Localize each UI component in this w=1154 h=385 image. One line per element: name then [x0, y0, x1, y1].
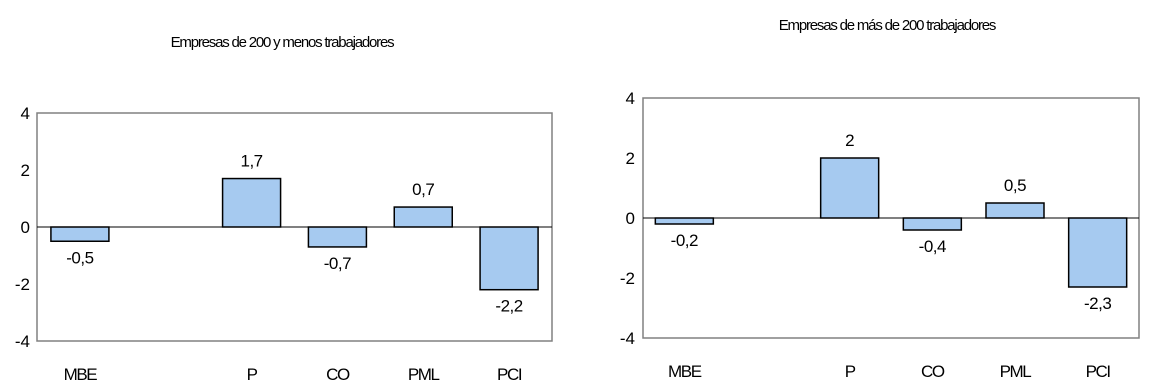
category-labels: MBE P CO PML PCI — [64, 365, 524, 384]
bar — [1067, 217, 1128, 288]
category-label: P — [845, 362, 856, 381]
chart-title: Empresas de más de 200 trabajadores — [779, 17, 996, 34]
data-label: -0,5 — [66, 248, 93, 267]
data-label: -2,2 — [495, 297, 522, 316]
y-tick-label: 2 — [626, 149, 635, 168]
bar — [393, 206, 453, 228]
data-label: -0,7 — [324, 254, 351, 273]
category-label: PML — [408, 365, 440, 384]
data-label: 0,5 — [1004, 176, 1026, 195]
data-label: 2 — [845, 131, 854, 150]
bars — [50, 177, 539, 291]
category-label: P — [247, 365, 258, 384]
data-label: 1,7 — [241, 152, 263, 171]
bar — [902, 217, 963, 231]
category-label: PCI — [1086, 362, 1111, 381]
bar — [221, 177, 282, 228]
category-label: CO — [921, 362, 945, 381]
y-axis-ticks: 4 2 0 -2 -4 — [620, 89, 635, 348]
chart-small-companies: Empresas de 200 y menos trabajadores 4 2 0… — [0, 0, 575, 385]
y-tick-label: 4 — [21, 104, 30, 123]
category-label: MBE — [668, 362, 702, 381]
y-tick-label: 0 — [626, 209, 635, 228]
data-label: -2,3 — [1084, 294, 1111, 313]
data-labels: -0,5 1,7 -0,7 0,7 -2,2 — [66, 152, 523, 316]
chart-large-companies: Empresas de más de 200 trabajadores 4 2 0 -… — [577, 0, 1154, 385]
chart-title: Empresas de 200 y menos trabajadores — [171, 34, 394, 51]
data-labels: -0,2 2 -0,4 0,5 -2,3 — [671, 131, 1112, 313]
y-tick-label: 2 — [21, 161, 30, 180]
bar — [50, 226, 110, 242]
data-label: 0,7 — [412, 180, 434, 199]
bar — [654, 217, 715, 225]
bar — [985, 202, 1045, 219]
bar — [479, 226, 539, 291]
data-label: -0,2 — [671, 231, 698, 250]
data-label: -0,4 — [919, 237, 946, 256]
y-axis-ticks: 4 2 0 -2 -4 — [15, 104, 30, 351]
category-labels: MBE P CO PML PCI — [668, 362, 1112, 381]
y-tick-label: -2 — [620, 269, 635, 288]
chart-large-companies-svg: Empresas de más de 200 trabajadores 4 2 0 -… — [620, 17, 1140, 381]
bars — [654, 157, 1128, 288]
y-tick-label: -2 — [15, 275, 30, 294]
bar — [819, 157, 880, 219]
y-tick-label: 4 — [626, 89, 635, 108]
y-tick-label: -4 — [15, 332, 30, 351]
y-tick-label: 0 — [21, 218, 30, 237]
chart-small-companies-svg: Empresas de 200 y menos trabajadores 4 2 0… — [15, 34, 553, 384]
y-tick-label: -4 — [620, 329, 635, 348]
category-label: CO — [326, 365, 350, 384]
category-label: PCI — [497, 365, 522, 384]
category-label: MBE — [64, 365, 98, 384]
bar — [307, 226, 368, 248]
category-label: PML — [1000, 362, 1032, 381]
